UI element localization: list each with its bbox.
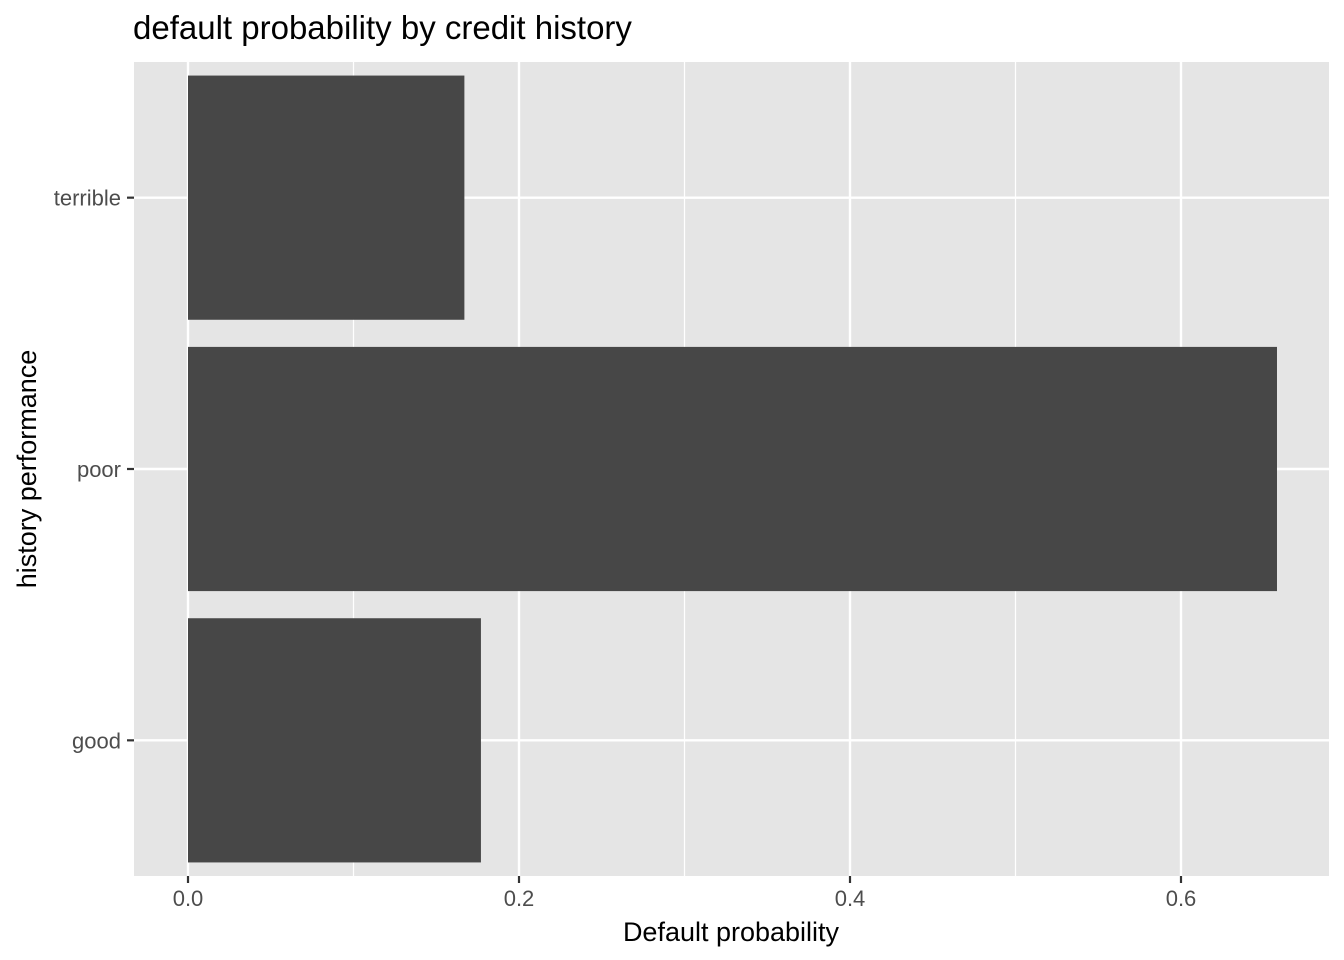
x-tick-label: 0.2 (504, 886, 535, 911)
x-axis-title: Default probability (623, 917, 840, 947)
x-tick-label: 0.6 (1166, 886, 1197, 911)
y-tick-label: good (72, 728, 121, 753)
y-axis: good poor terrible (54, 186, 134, 753)
chart-title: default probability by credit history (133, 9, 632, 46)
y-axis-title: history performance (12, 350, 42, 589)
bars (188, 75, 1277, 863)
x-tick-label: 0.0 (173, 886, 204, 911)
bar-good (188, 618, 481, 863)
x-tick-label: 0.4 (835, 886, 866, 911)
bar-terrible (188, 75, 465, 320)
y-tick-label: poor (77, 457, 121, 482)
bar-poor (188, 346, 1277, 592)
x-axis: 0.0 0.2 0.4 0.6 (173, 876, 1197, 911)
y-tick-label: terrible (54, 186, 121, 211)
